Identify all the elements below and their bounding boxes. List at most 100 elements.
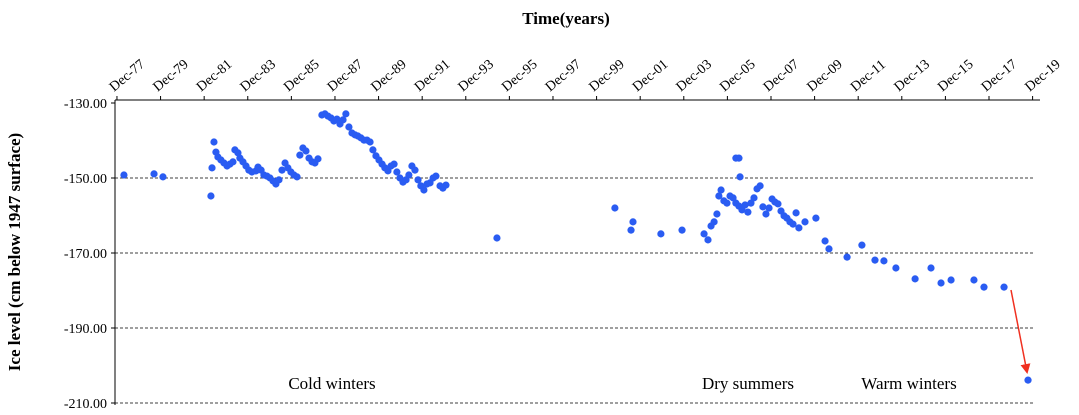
y-tick-label: -210.00	[64, 397, 107, 412]
data-point	[713, 210, 721, 218]
x-tick-label: Dec-95	[499, 57, 540, 95]
data-point	[296, 151, 304, 159]
data-point	[756, 182, 764, 190]
data-point	[715, 192, 723, 200]
data-point	[980, 283, 988, 291]
data-point	[366, 138, 374, 146]
annotation: Warm winters	[861, 374, 956, 393]
data-point	[432, 172, 440, 180]
data-point	[774, 200, 782, 208]
data-point	[1024, 376, 1032, 384]
x-tick-label: Dec-85	[281, 57, 322, 95]
data-point	[704, 236, 712, 244]
data-point	[789, 220, 797, 228]
data-point	[892, 264, 900, 272]
y-tick-label: -130.00	[64, 97, 107, 112]
data-point	[275, 176, 283, 184]
x-tick-label: Dec-15	[935, 57, 976, 95]
annotation: Dry summers	[702, 374, 794, 393]
data-point	[302, 147, 310, 155]
data-point	[741, 201, 749, 209]
x-tick-label: Dec-89	[369, 57, 410, 95]
x-tick-label: Dec-77	[107, 57, 148, 95]
data-point	[414, 176, 422, 184]
data-point	[858, 241, 866, 249]
y-tick-label: -170.00	[64, 247, 107, 262]
x-tick-label: Dec-01	[630, 57, 671, 95]
x-tick-label: Dec-99	[587, 57, 628, 95]
data-point	[405, 171, 413, 179]
x-tick-label: Dec-81	[194, 57, 235, 95]
data-point	[843, 253, 851, 261]
data-point	[801, 218, 809, 226]
data-point	[744, 208, 752, 216]
data-point	[717, 186, 725, 194]
data-point	[821, 237, 829, 245]
data-point	[825, 245, 833, 253]
data-point	[700, 230, 708, 238]
data-point	[293, 173, 301, 181]
x-tick-label: Dec-07	[761, 57, 802, 95]
data-point	[937, 279, 945, 287]
data-point	[970, 276, 978, 284]
data-point	[345, 123, 353, 131]
data-point	[229, 158, 237, 166]
data-point	[911, 275, 919, 283]
data-point	[611, 204, 619, 212]
data-point	[736, 173, 744, 181]
y-tick-label: -150.00	[64, 172, 107, 187]
data-point	[792, 209, 800, 217]
data-point	[795, 224, 803, 232]
data-point	[339, 116, 347, 124]
data-point	[411, 166, 419, 174]
data-point	[150, 170, 158, 178]
data-point	[627, 226, 635, 234]
data-point	[880, 257, 888, 265]
data-point	[207, 192, 215, 200]
data-point	[735, 154, 743, 162]
data-point	[629, 218, 637, 226]
data-point	[120, 171, 128, 179]
data-point	[369, 146, 377, 154]
data-point	[210, 138, 218, 146]
data-point	[393, 168, 401, 176]
x-tick-label: Dec-91	[412, 57, 453, 95]
x-tick-label: Dec-19	[1023, 57, 1064, 95]
data-point	[442, 181, 450, 189]
x-axis-title: Time(years)	[522, 9, 610, 28]
data-point	[208, 164, 216, 172]
data-point	[759, 203, 767, 211]
data-point	[750, 194, 758, 202]
y-axis-title: Ice level (cm below 1947 surface)	[5, 133, 24, 371]
data-point	[729, 194, 737, 202]
data-point	[314, 155, 322, 163]
data-point	[747, 199, 755, 207]
annotation: Cold winters	[288, 374, 375, 393]
data-point	[871, 256, 879, 264]
data-point	[493, 234, 501, 242]
data-point	[812, 214, 820, 222]
x-tick-label: Dec-17	[979, 57, 1020, 95]
data-point	[342, 110, 350, 118]
y-tick-label: -190.00	[64, 322, 107, 337]
x-tick-label: Dec-97	[543, 57, 584, 95]
data-point	[762, 210, 770, 218]
data-point	[278, 166, 286, 174]
x-tick-label: Dec-79	[150, 57, 191, 95]
data-point	[159, 173, 167, 181]
x-tick-label: Dec-87	[325, 57, 366, 95]
data-point	[947, 276, 955, 284]
x-tick-label: Dec-11	[848, 57, 889, 95]
data-point	[1000, 283, 1008, 291]
data-point	[765, 204, 773, 212]
x-tick-label: Dec-13	[892, 57, 933, 95]
data-point	[678, 226, 686, 234]
x-tick-label: Dec-05	[717, 57, 758, 95]
data-point	[710, 218, 718, 226]
x-tick-label: Dec-93	[456, 57, 497, 95]
arrow	[1010, 289, 1031, 374]
x-tick-label: Dec-09	[805, 57, 846, 95]
data-point	[927, 264, 935, 272]
x-tick-label: Dec-83	[238, 57, 279, 95]
